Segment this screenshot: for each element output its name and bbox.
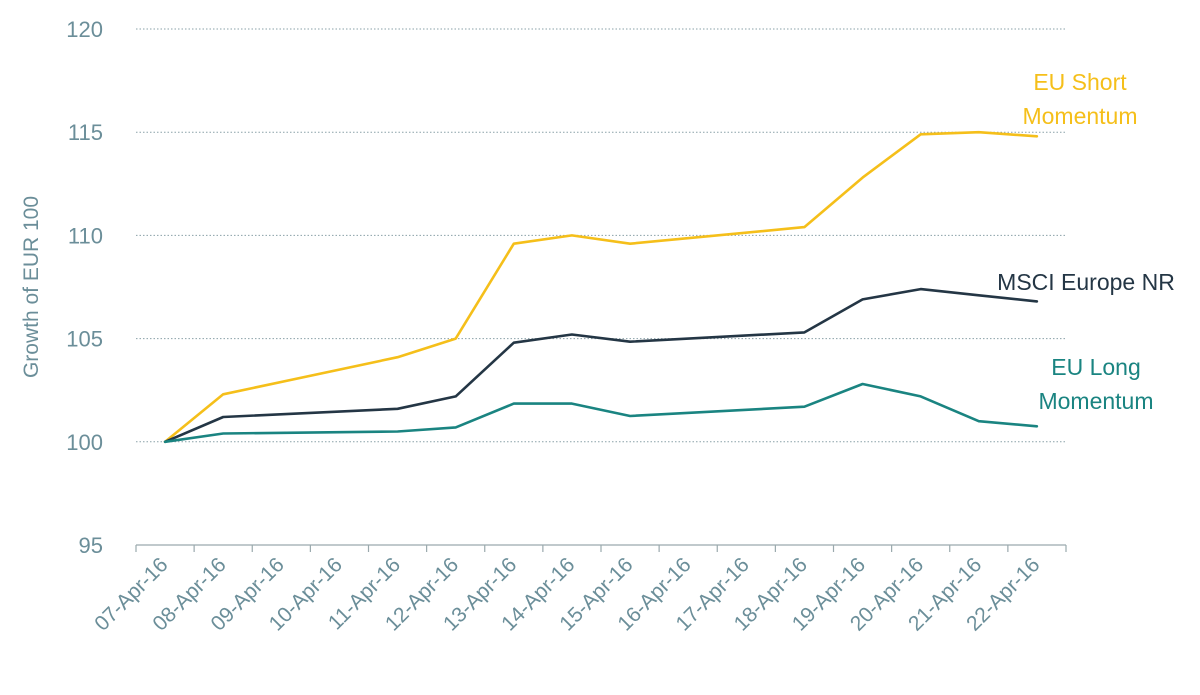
series-label-msci-europe-nr: MSCI Europe NR (997, 269, 1175, 295)
series-label-line: Momentum (1022, 103, 1137, 129)
series-line-msci-europe-nr (163, 287, 1039, 444)
axes: 9510010511011512007-Apr-1608-Apr-1609-Ap… (66, 17, 1067, 636)
series-labels: EU Short Momentum MSCI Europe NR EU Long Mom… (997, 69, 1175, 414)
y-tick-label: 100 (66, 430, 103, 455)
series-line-eu-long-momentum (163, 382, 1039, 444)
y-tick-label: 120 (66, 17, 103, 42)
series-label-line: Momentum (1038, 388, 1153, 414)
series-label-eu-short-momentum: EU Short Momentum (1022, 69, 1137, 129)
series-label-line: EU Short (1033, 69, 1127, 95)
y-tick-label: 95 (79, 533, 103, 558)
y-tick-label: 105 (66, 327, 103, 352)
series-label-line: EU Long (1051, 354, 1141, 380)
series-line-eu-short-momentum (163, 130, 1039, 444)
y-tick-label: 115 (68, 120, 103, 145)
y-axis-title: Growth of EUR 100 (20, 196, 43, 378)
series-label-line: MSCI Europe NR (997, 269, 1175, 295)
y-tick-label: 110 (68, 223, 103, 248)
series-lines (163, 130, 1039, 444)
gridlines (136, 28, 1066, 443)
series-label-eu-long-momentum: EU Long Momentum (1038, 354, 1153, 414)
